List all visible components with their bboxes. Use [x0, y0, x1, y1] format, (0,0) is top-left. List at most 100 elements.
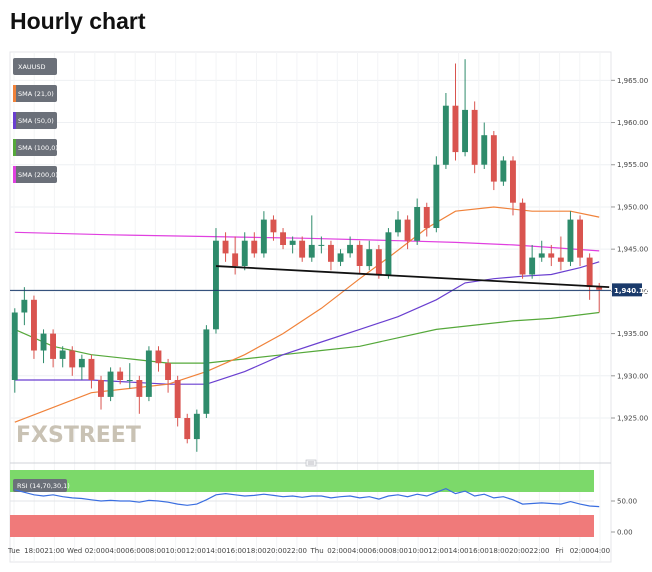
chart-overlays — [10, 265, 611, 291]
candle-bearish — [299, 240, 306, 258]
legend-item — [13, 139, 57, 156]
candle-bullish — [260, 219, 267, 254]
x-tick-label: Tue — [7, 547, 20, 555]
x-tick-label: Wed — [67, 547, 82, 555]
rsi-legend-label: RSI (14,70,30,1) — [17, 482, 70, 490]
candle-bullish — [500, 160, 507, 182]
candle-bullish — [395, 219, 401, 233]
x-tick-label: 10:00 — [166, 547, 186, 555]
candle-bearish — [548, 253, 555, 258]
legend-item — [13, 85, 57, 102]
candle-bearish — [155, 350, 162, 364]
candle-bullish — [78, 358, 85, 368]
candle-bearish — [50, 333, 56, 359]
candle-bearish — [232, 253, 239, 267]
y-tick-label: 1,930.00 — [617, 372, 648, 380]
candle-bearish — [251, 240, 258, 254]
candle-bearish — [452, 105, 459, 153]
candle-bullish — [567, 219, 574, 262]
candle-bullish — [203, 329, 210, 414]
page-title: Hourly chart — [10, 8, 146, 34]
candle-bullish — [433, 164, 440, 228]
rsi-tick-label: 0.00 — [617, 529, 633, 537]
sma200-line — [14, 231, 600, 252]
current-price-badge — [612, 283, 642, 297]
candle-bullish — [442, 105, 449, 165]
legend-swatch — [13, 166, 16, 183]
candle-bullish — [308, 244, 315, 258]
rsi-oversold-zone — [10, 515, 594, 537]
candle-bearish — [136, 380, 143, 397]
candle-bullish — [213, 240, 219, 330]
candle-bearish — [31, 299, 37, 351]
candle-bearish — [270, 219, 277, 233]
x-tick-label: Fri — [555, 547, 563, 555]
candle-bullish — [481, 135, 488, 165]
candle-bullish — [385, 232, 392, 275]
candle-bullish — [289, 240, 296, 245]
legend-item — [13, 166, 57, 183]
candle-bullish — [462, 109, 468, 153]
candle-bearish — [519, 202, 526, 275]
fxstreet-watermark: FXSTREET — [16, 423, 141, 448]
rsi-tick-label: 50.00 — [617, 498, 637, 506]
candle-bullish — [11, 312, 18, 380]
legend-swatch — [13, 85, 16, 102]
sma100-line — [14, 311, 600, 364]
x-tick-label: 14:00 — [206, 547, 226, 555]
candle-bearish — [88, 358, 95, 380]
x-tick-label: 02:00 — [85, 547, 105, 555]
legend-item — [13, 58, 57, 75]
candle-bearish — [174, 380, 181, 418]
pane-splitter[interactable] — [10, 459, 611, 467]
rsi-pane: RSI (14,70,30,1) 50.00 0.00 — [10, 470, 637, 537]
sma21-line — [14, 206, 600, 423]
rsi-line — [14, 487, 600, 508]
candle-bullish — [366, 249, 373, 267]
candle-bearish — [356, 244, 363, 266]
candle-bearish — [375, 249, 382, 275]
chart-legend: XAUUSD SMA (21,0) SMA (50,0) SMA (100,0) SMA… — [13, 58, 58, 183]
legend-swatch — [13, 139, 16, 156]
x-tick-label: Thu — [310, 547, 324, 555]
rsi-overbought-zone — [10, 470, 594, 492]
x-tick-label: 02:00 — [327, 547, 347, 555]
legend-label: SMA (200,0) — [18, 171, 58, 179]
candle-bullish — [318, 244, 325, 246]
y-tick-label: 1,935.00 — [617, 330, 648, 338]
x-tick-label: 10:00 — [408, 547, 428, 555]
time-axis: Tue 18:00 21:00 Wed 02:00 04:00 06:00 08:00 10:0… — [7, 547, 610, 555]
x-tick-label: 20:00 — [267, 547, 287, 555]
x-tick-label: 22:00 — [287, 547, 307, 555]
x-tick-label: 18:00 — [246, 547, 266, 555]
candle-bearish — [69, 350, 76, 368]
x-tick-label: 22:00 — [529, 547, 549, 555]
x-tick-label: 16:00 — [226, 547, 246, 555]
chart-grid — [10, 52, 611, 562]
candle-bearish — [98, 380, 104, 397]
y-tick-label: 1,965.00 — [617, 77, 648, 85]
candle-bearish — [596, 287, 603, 290]
x-tick-label: 12:00 — [428, 547, 448, 555]
candle-bullish — [347, 244, 353, 254]
legend-label: SMA (21,0) — [18, 90, 54, 98]
candle-bearish — [404, 219, 411, 241]
x-tick-label: 06:00 — [368, 547, 388, 555]
legend-label: XAUUSD — [18, 63, 46, 71]
x-tick-label: 04:00 — [105, 547, 125, 555]
candlesticks — [11, 59, 603, 452]
candle-bullish — [193, 413, 200, 440]
legend-swatch — [13, 112, 16, 129]
candle-bullish — [107, 371, 114, 397]
x-tick-label: 04:00 — [590, 547, 610, 555]
legend-label: SMA (50,0) — [18, 117, 54, 125]
x-tick-label: 04:00 — [347, 547, 367, 555]
rsi-legend-box — [13, 479, 67, 492]
y-tick-label: 1,950.00 — [617, 203, 648, 211]
x-tick-label: 06:00 — [125, 547, 145, 555]
y-tick-label: 1,955.00 — [617, 161, 648, 169]
x-tick-label: 18:00 — [24, 547, 44, 555]
y-tick-label: 1,925.00 — [617, 415, 648, 423]
candle-bullish — [529, 257, 536, 275]
